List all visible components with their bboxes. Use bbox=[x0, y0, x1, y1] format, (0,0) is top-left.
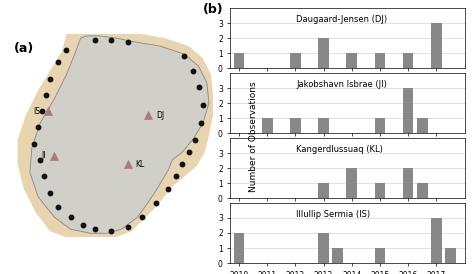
Bar bbox=[262, 118, 273, 133]
Bar bbox=[431, 23, 442, 68]
Bar bbox=[318, 38, 329, 68]
Bar bbox=[374, 118, 385, 133]
Bar bbox=[346, 53, 357, 68]
Polygon shape bbox=[30, 36, 209, 233]
Bar bbox=[403, 88, 413, 133]
Bar bbox=[403, 53, 413, 68]
Text: DJ: DJ bbox=[156, 111, 164, 120]
Bar bbox=[374, 183, 385, 198]
Bar bbox=[346, 168, 357, 198]
Polygon shape bbox=[18, 34, 213, 237]
Text: (a): (a) bbox=[14, 42, 34, 55]
Bar bbox=[318, 183, 329, 198]
Bar bbox=[374, 53, 385, 68]
Bar bbox=[234, 233, 244, 263]
Text: KL: KL bbox=[136, 160, 145, 169]
Text: (b): (b) bbox=[202, 3, 223, 16]
Bar bbox=[332, 248, 343, 263]
Bar bbox=[374, 248, 385, 263]
Bar bbox=[290, 118, 301, 133]
Bar bbox=[234, 53, 244, 68]
Bar bbox=[318, 233, 329, 263]
Bar bbox=[445, 248, 456, 263]
Text: Jakobshavn Isbrae (JI): Jakobshavn Isbrae (JI) bbox=[296, 80, 387, 89]
Bar bbox=[417, 183, 428, 198]
Bar bbox=[403, 168, 413, 198]
Text: Number of Observations: Number of Observations bbox=[249, 82, 258, 192]
Text: Daugaard-Jensen (DJ): Daugaard-Jensen (DJ) bbox=[296, 15, 387, 24]
Text: JI: JI bbox=[42, 152, 46, 161]
Bar bbox=[417, 118, 428, 133]
Bar bbox=[431, 218, 442, 263]
Text: IS: IS bbox=[33, 107, 40, 116]
Bar bbox=[290, 53, 301, 68]
Text: Illullip Sermia (IS): Illullip Sermia (IS) bbox=[296, 210, 370, 219]
Text: Kangerdlussuaq (KL): Kangerdlussuaq (KL) bbox=[296, 145, 383, 154]
Bar bbox=[318, 118, 329, 133]
